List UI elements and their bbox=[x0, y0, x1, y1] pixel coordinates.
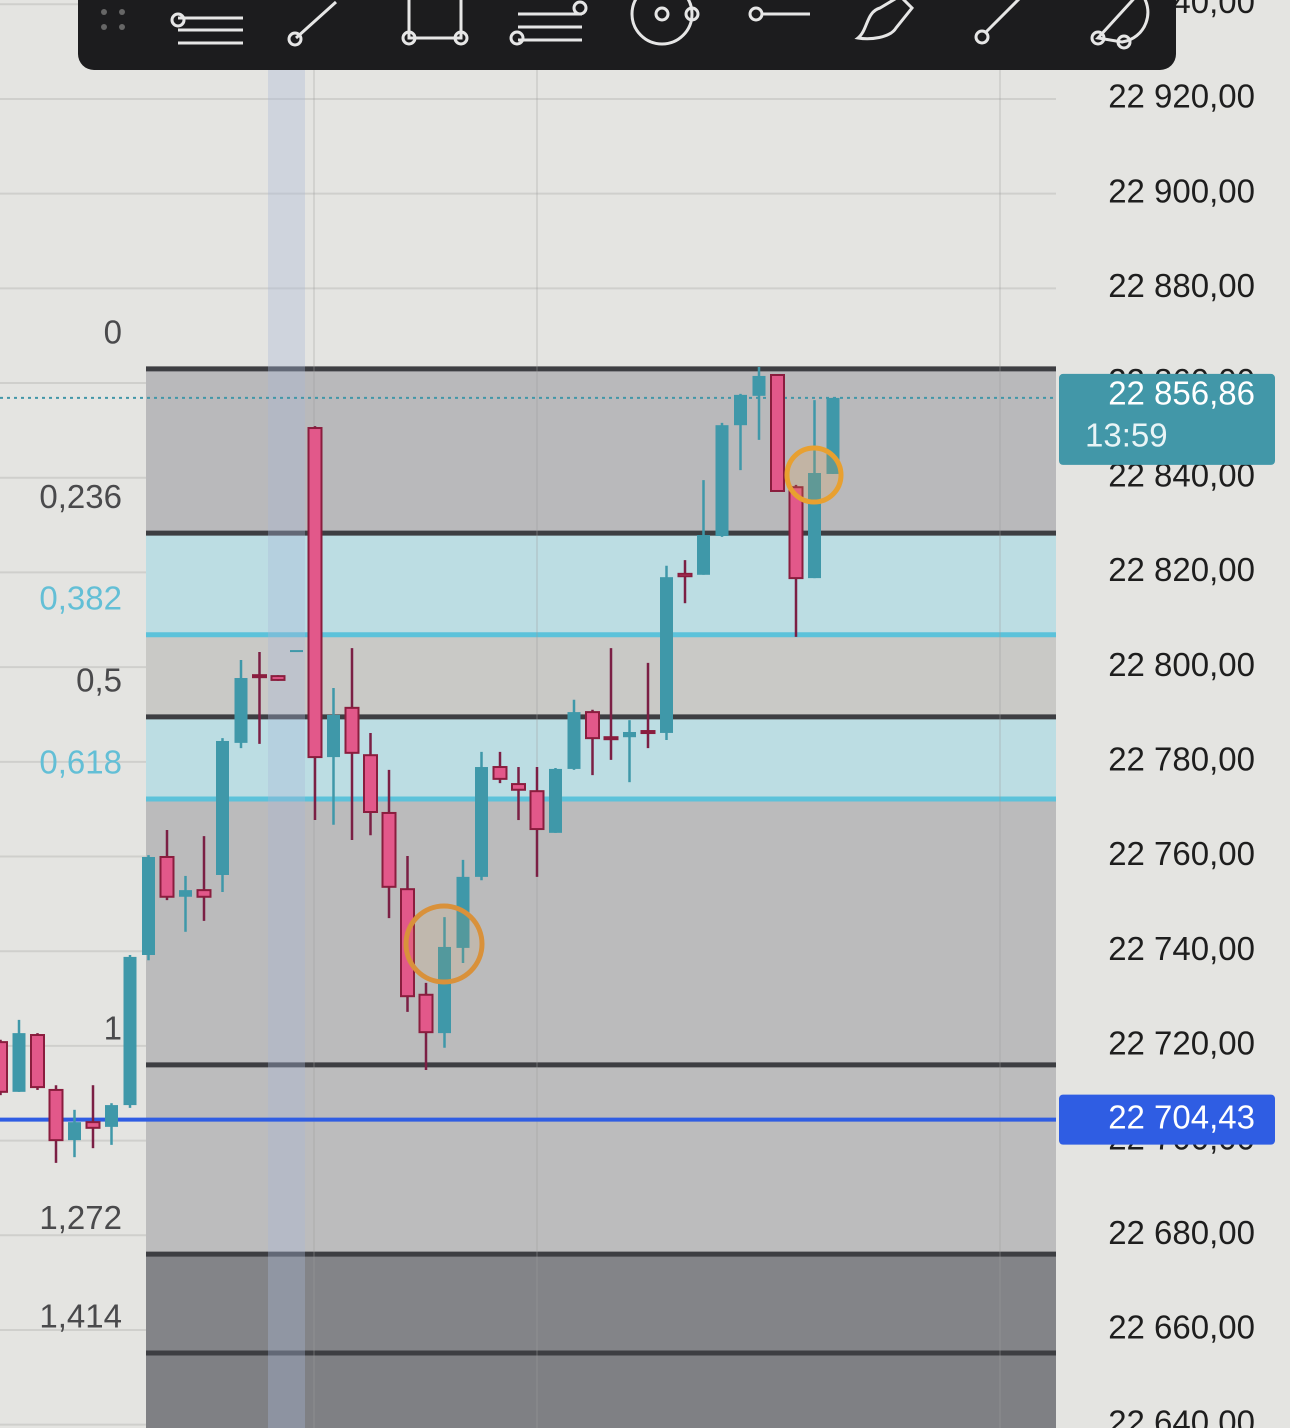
y-tick-label: 22 660,00 bbox=[1108, 1309, 1255, 1346]
candle-body bbox=[603, 736, 619, 741]
fib-level-label: 1,272 bbox=[39, 1199, 122, 1236]
y-tick-label: 22 680,00 bbox=[1108, 1214, 1255, 1251]
candle-body bbox=[68, 1122, 81, 1141]
candle-body bbox=[252, 674, 267, 679]
toolbar-bg bbox=[78, 0, 1176, 70]
y-tick-label: 22 760,00 bbox=[1108, 835, 1255, 872]
tool-fib[interactable] bbox=[170, 12, 243, 45]
fib-band bbox=[146, 798, 1056, 1065]
y-tick-label: 22 720,00 bbox=[1108, 1025, 1255, 1062]
candle-body bbox=[159, 855, 175, 898]
candle-body bbox=[567, 712, 581, 769]
fib-band bbox=[146, 533, 1056, 635]
candle-body bbox=[85, 1121, 101, 1129]
candle-body bbox=[307, 427, 323, 759]
candle-body bbox=[697, 535, 710, 575]
fib-band bbox=[146, 716, 1056, 799]
tool-brush[interactable] bbox=[854, 0, 915, 41]
price-lines-layer bbox=[0, 396, 1056, 1122]
fib-level-label: 0,618 bbox=[39, 744, 122, 781]
candle-body bbox=[216, 740, 229, 875]
candle-body bbox=[381, 811, 397, 888]
tool-ray[interactable] bbox=[748, 6, 810, 22]
candle-body bbox=[734, 394, 747, 426]
tool-trendline[interactable] bbox=[974, 0, 1022, 45]
fib-level-label: 0,5 bbox=[76, 662, 122, 699]
alert-price-box bbox=[1059, 1094, 1275, 1145]
price-labels: 22 856,86 13:59 22 704,43 bbox=[1059, 373, 1275, 1145]
alert-price-label: 22 704,43 bbox=[1108, 1098, 1255, 1135]
tool-circle[interactable] bbox=[630, 0, 700, 46]
candle-body bbox=[270, 675, 286, 681]
candle-body bbox=[48, 1088, 64, 1142]
candle-body bbox=[788, 486, 804, 580]
candle-body bbox=[715, 425, 729, 536]
last-price-box bbox=[1059, 373, 1275, 465]
tool-rectangle[interactable] bbox=[401, 0, 469, 46]
fib-level-label: 0 bbox=[104, 314, 122, 351]
candle-body bbox=[623, 731, 636, 738]
candle-body bbox=[511, 783, 526, 791]
candle-body bbox=[640, 730, 656, 735]
tool-arrow[interactable] bbox=[287, 0, 338, 47]
candle-body bbox=[290, 650, 303, 653]
candle-body bbox=[105, 1105, 118, 1127]
fib-band bbox=[146, 1254, 1056, 1353]
candle-body bbox=[492, 766, 508, 780]
candle-body bbox=[196, 889, 212, 898]
countdown-label: 13:59 bbox=[1085, 417, 1168, 454]
fib-level-label: 1,414 bbox=[39, 1298, 122, 1335]
candle-body bbox=[752, 375, 766, 396]
tool-arc[interactable] bbox=[1090, 0, 1150, 50]
y-tick-label: 22 800,00 bbox=[1108, 646, 1255, 683]
candle-body bbox=[549, 768, 562, 833]
candle-body bbox=[142, 856, 155, 955]
candle-body bbox=[363, 754, 378, 814]
candles-layer bbox=[0, 366, 840, 1163]
y-tick-label: 22 900,00 bbox=[1108, 172, 1255, 209]
alert-marker[interactable] bbox=[784, 445, 844, 505]
candle-body bbox=[529, 790, 545, 831]
drag-handle[interactable] bbox=[101, 9, 125, 30]
tool-parallel[interactable] bbox=[509, 0, 588, 46]
time-highlight bbox=[268, 0, 305, 1428]
candle-body bbox=[12, 1033, 26, 1092]
fib-level-label: 0,236 bbox=[39, 478, 122, 515]
last-price-label: 22 856,86 bbox=[1108, 375, 1255, 412]
fib-band bbox=[146, 634, 1056, 717]
candle-body bbox=[585, 711, 600, 740]
y-tick-label: 22 820,00 bbox=[1108, 551, 1255, 588]
candle-body bbox=[475, 767, 488, 877]
fib-level-label: 1 bbox=[104, 1010, 122, 1047]
candle-body bbox=[418, 993, 434, 1034]
fib-band bbox=[146, 1352, 1056, 1428]
alert-marker[interactable] bbox=[403, 903, 485, 985]
candle-body bbox=[0, 1041, 8, 1093]
y-tick-label: 22 740,00 bbox=[1108, 930, 1255, 967]
y-tick-label: 22 640,00 bbox=[1108, 1403, 1255, 1428]
candle-body bbox=[234, 678, 248, 743]
fib-band bbox=[146, 1064, 1056, 1255]
drawing-toolbar bbox=[78, 0, 1176, 70]
candle-body bbox=[677, 572, 693, 578]
y-tick-label: 22 880,00 bbox=[1108, 267, 1255, 304]
candle-body bbox=[438, 946, 451, 1034]
candle-body bbox=[30, 1034, 45, 1089]
fib-level-label: 0,382 bbox=[39, 579, 122, 616]
candle-body bbox=[770, 373, 785, 492]
candle-body bbox=[123, 956, 137, 1106]
candle-body bbox=[327, 714, 340, 758]
fib-band bbox=[146, 368, 1056, 534]
fib-layer: 0 0,236 0,382 0,5 0,618 1 1,272 1,414 bbox=[39, 314, 1056, 1428]
candle-body bbox=[179, 890, 192, 897]
y-tick-label: 22 780,00 bbox=[1108, 741, 1255, 778]
candle-body bbox=[344, 706, 360, 754]
candle-body bbox=[660, 577, 673, 733]
y-tick-label: 22 920,00 bbox=[1108, 78, 1255, 115]
